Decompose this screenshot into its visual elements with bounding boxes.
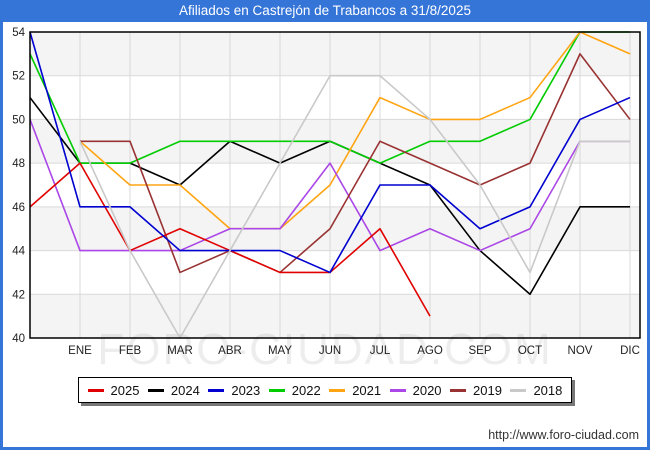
plot-band	[30, 206, 640, 251]
legend-label: 2021	[352, 382, 382, 398]
y-axis-tick-label: 50	[12, 114, 25, 126]
plot-band	[30, 294, 640, 338]
legend-entry-2020: 2020	[389, 382, 442, 398]
x-axis-tick-label: AGO	[417, 345, 443, 357]
x-axis-tick-label: SEP	[468, 345, 491, 357]
x-axis-tick-label: ENE	[68, 345, 92, 357]
y-axis-tick-label: 42	[12, 289, 25, 301]
legend-color-dash	[268, 388, 285, 392]
legend-entry-2022: 2022	[268, 382, 321, 398]
x-axis-tick-label: ABR	[218, 345, 242, 357]
plot-band	[30, 119, 640, 164]
plot-band	[30, 32, 640, 76]
y-axis-tick-label: 54	[12, 27, 25, 39]
plot-frame	[29, 31, 641, 339]
legend: 2025 2024 2023 2022 2021 2020 2019 2018	[78, 377, 572, 403]
series-line-2023	[29, 31, 631, 274]
legend-color-dash	[87, 388, 104, 392]
x-axis-tick-label: MAY	[268, 345, 292, 357]
legend-color-dash	[329, 388, 346, 392]
y-axis-tick-label: 48	[12, 158, 25, 170]
series-line-2021	[79, 31, 631, 230]
legend-entry-2021: 2021	[329, 383, 381, 398]
series-line-2019	[80, 53, 631, 274]
series-line-2022	[29, 31, 630, 164]
watermark: FORO-CIUDAD.COM	[97, 325, 552, 374]
legend-label: 2024	[170, 382, 200, 398]
legend-label: 2022	[291, 382, 321, 398]
title-bar: Afiliados en Castrejón de Trabancos a 31…	[3, 0, 647, 22]
legend-label: 2023	[231, 382, 261, 398]
series-line-2018	[79, 74, 630, 339]
y-axis-tick-label: 52	[12, 71, 25, 83]
x-axis-tick-label: OCT	[518, 345, 542, 357]
x-axis-tick-label: DIC	[620, 345, 640, 357]
legend-entry-2025: 2025	[87, 382, 140, 398]
legend-color-dash	[208, 388, 225, 392]
legend-entry-2023: 2023	[208, 383, 260, 398]
page-title: Afiliados en Castrejón de Trabancos a 31…	[179, 3, 471, 18]
x-axis-tick-label: JUN	[319, 345, 341, 357]
legend-entry-2024: 2024	[147, 382, 200, 398]
legend-label: 2019	[473, 382, 502, 398]
legend-label: 2025	[110, 382, 140, 398]
y-axis-tick-label: 40	[12, 333, 25, 345]
y-axis-tick-label: 44	[12, 246, 25, 258]
x-axis-tick-label: MAR	[167, 345, 193, 357]
y-axis-tick-label: 46	[12, 202, 25, 214]
legend-entry-2019: 2019	[450, 383, 502, 398]
legend-color-dash	[389, 388, 406, 392]
legend-color-dash	[450, 388, 467, 392]
x-axis-tick-label: NOV	[568, 345, 593, 357]
x-axis-tick-label: FEB	[119, 345, 142, 357]
plot-background	[30, 32, 640, 338]
legend-label: 2020	[412, 382, 442, 398]
legend-color-dash	[147, 388, 164, 392]
footer-url[interactable]: http://www.foro-ciudad.com	[488, 428, 639, 442]
x-axis-tick-label: JUL	[370, 345, 391, 357]
legend-entry-2018: 2018	[510, 383, 562, 398]
legend-color-dash	[510, 388, 527, 392]
legend-label: 2018	[533, 382, 563, 398]
